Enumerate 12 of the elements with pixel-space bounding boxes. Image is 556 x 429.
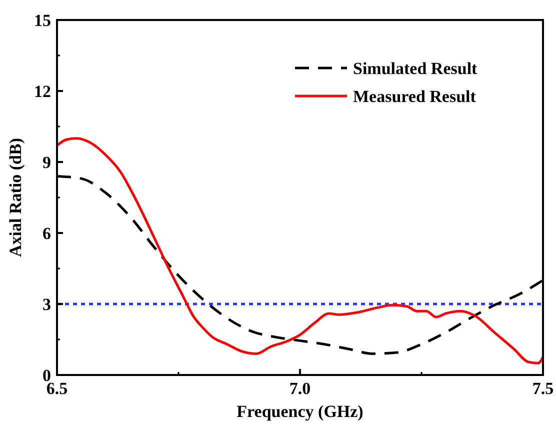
- y-tick-label: 9: [42, 152, 51, 172]
- legend-label: Measured Result: [353, 86, 476, 106]
- y-tick-label: 3: [42, 294, 51, 314]
- line-series: [57, 137, 543, 364]
- x-tick-label: 7.0: [289, 379, 311, 398]
- x-tick-label: 7.5: [532, 379, 554, 398]
- y-axis-title: Axial Ratio (dB): [6, 138, 25, 257]
- legend-label: Simulated Result: [353, 58, 478, 78]
- y-tick-label: 12: [34, 82, 51, 101]
- y-tick-label: 6: [42, 224, 51, 243]
- y-tick-label: 15: [34, 10, 51, 30]
- x-axis-title: Frequency (GHz): [236, 402, 364, 421]
